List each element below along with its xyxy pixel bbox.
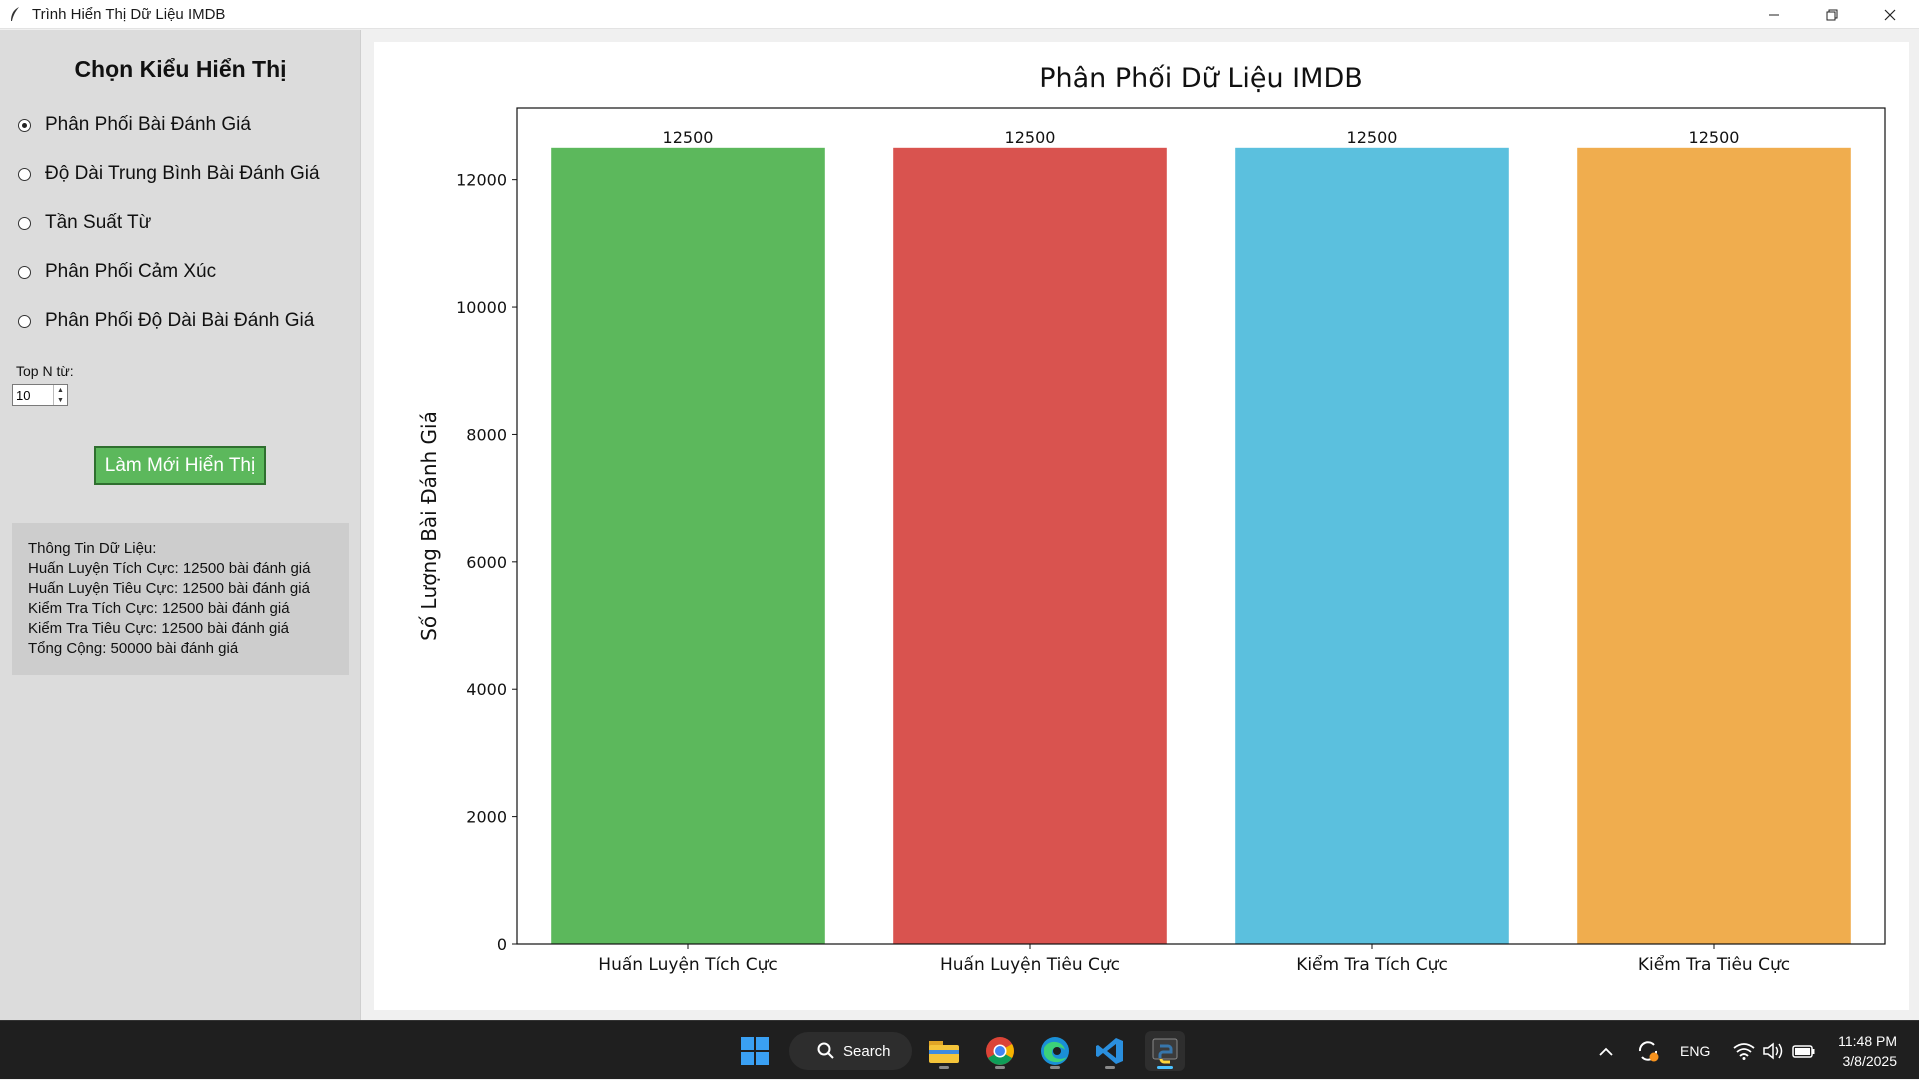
radio-label: Phân Phối Bài Đánh Giá	[45, 114, 251, 135]
spin-up-icon[interactable]: ▲	[57, 386, 64, 394]
radio-review-distribution[interactable]: Phân Phối Bài Đánh Giá	[18, 114, 251, 136]
radio-label: Phân Phối Cảm Xúc	[45, 261, 217, 282]
info-line: Kiểm Tra Tiêu Cực: 12500 bài đánh giá	[28, 620, 290, 637]
window-title: Trình Hiển Thị Dữ Liệu IMDB	[32, 5, 226, 23]
y-tick-label: 12000	[456, 171, 507, 190]
restore-icon	[1826, 9, 1838, 20]
info-heading: Thông Tin Dữ Liệu:	[28, 540, 157, 557]
radio-indicator[interactable]	[18, 118, 31, 132]
title-bar: Trình Hiển Thị Dữ Liệu IMDB	[0, 0, 1919, 29]
data-label: 12500	[663, 128, 714, 147]
feather-icon	[6, 5, 24, 23]
y-tick-label: 6000	[466, 553, 507, 572]
chart-title: Phân Phối Dữ Liệu IMDB	[1039, 63, 1363, 94]
chart-canvas: Phân Phối Dữ Liệu IMDB Số Lượng Bài Đánh …	[374, 42, 1909, 1010]
plot-frame	[516, 107, 1886, 945]
edge-icon	[1041, 1037, 1069, 1065]
edge-button[interactable]	[1035, 1031, 1075, 1071]
vscode-button[interactable]	[1090, 1031, 1130, 1071]
radio-indicator[interactable]	[18, 265, 31, 279]
y-tick-label: 10000	[456, 298, 507, 317]
info-line: Huấn Luyện Tích Cực: 12500 bài đánh giá	[28, 560, 311, 577]
data-label: 12500	[1005, 128, 1056, 147]
bar	[1235, 147, 1509, 945]
data-label: 12500	[1689, 128, 1740, 147]
radio-sentiment-distribution[interactable]: Phân Phối Cảm Xúc	[18, 261, 216, 283]
minimize-button[interactable]	[1745, 0, 1803, 29]
language-indicator[interactable]: ENG	[1680, 1042, 1711, 1059]
python-app-button[interactable]	[1145, 1031, 1185, 1071]
radio-label: Tần Suất Từ	[45, 212, 152, 233]
refresh-button[interactable]: Làm Mới Hiển Thị	[94, 446, 266, 485]
clock-date: 3/8/2025	[1842, 1053, 1898, 1069]
x-tick-label: Huấn Luyện Tích Cực	[598, 954, 777, 975]
clock-time: 11:48 PM	[1838, 1033, 1897, 1049]
file-explorer-button[interactable]	[924, 1031, 964, 1071]
data-label: 12500	[1347, 128, 1398, 147]
x-tick-label: Kiểm Tra Tích Cực	[1296, 954, 1448, 975]
info-line: Tổng Cộng: 50000 bài đánh giá	[28, 640, 239, 657]
close-button[interactable]	[1861, 0, 1919, 29]
radio-indicator[interactable]	[18, 167, 31, 181]
radio-word-frequency[interactable]: Tần Suất Từ	[18, 212, 151, 234]
radio-label: Phân Phối Độ Dài Bài Đánh Giá	[45, 310, 315, 331]
y-axis-label: Số Lượng Bài Đánh Giá	[417, 411, 441, 641]
panel-heading: Chọn Kiểu Hiển Thị	[74, 56, 287, 82]
sync-icon	[1638, 1040, 1659, 1061]
chrome-icon	[986, 1037, 1014, 1065]
control-panel: Chọn Kiểu Hiển Thị Phân Phối Bài Đánh Gi…	[0, 30, 361, 1020]
vscode-icon	[1096, 1038, 1123, 1064]
windows-icon	[741, 1037, 769, 1065]
minimize-icon	[1769, 14, 1779, 15]
radio-length-distribution[interactable]: Phân Phối Độ Dài Bài Đánh Giá	[18, 310, 314, 332]
radio-indicator[interactable]	[18, 314, 31, 328]
folder-icon	[929, 1041, 959, 1063]
y-tick-label: 0	[497, 935, 507, 954]
chevron-up-icon	[1599, 1047, 1613, 1056]
topn-input[interactable]	[13, 385, 53, 405]
start-button[interactable]	[735, 1031, 775, 1071]
info-line: Huấn Luyện Tiêu Cực: 12500 bài đánh giá	[28, 580, 310, 597]
show-hidden-icons[interactable]	[1598, 1021, 1614, 1080]
taskbar: Search	[0, 1020, 1919, 1079]
y-tick-label: 8000	[466, 425, 507, 444]
bar-chart: Phân Phối Dữ Liệu IMDB Số Lượng Bài Đánh …	[417, 63, 1886, 975]
restore-button[interactable]	[1803, 0, 1861, 29]
search-label: Search	[843, 1042, 891, 1060]
search-icon	[817, 1042, 834, 1059]
radio-label: Độ Dài Trung Bình Bài Đánh Giá	[45, 163, 320, 184]
x-tick-label: Kiểm Tra Tiêu Cực	[1638, 954, 1790, 975]
topn-label: Top N từ:	[16, 363, 74, 379]
close-icon	[1884, 9, 1896, 20]
wifi-icon	[1733, 1042, 1755, 1060]
taskbar-search[interactable]: Search	[789, 1032, 912, 1070]
bar	[1577, 147, 1851, 945]
battery-status[interactable]	[1792, 1021, 1816, 1080]
y-tick-label: 2000	[466, 808, 507, 827]
data-info-box: Thông Tin Dữ Liệu: Huấn Luyện Tích Cực: …	[12, 523, 349, 675]
radio-indicator[interactable]	[18, 216, 31, 230]
network-status[interactable]	[1733, 1021, 1755, 1080]
bar	[893, 147, 1167, 945]
x-tick-label: Huấn Luyện Tiêu Cực	[940, 954, 1120, 975]
y-tick-label: 4000	[466, 680, 507, 699]
speaker-icon	[1763, 1041, 1783, 1060]
chrome-button[interactable]	[980, 1031, 1020, 1071]
battery-icon	[1792, 1044, 1815, 1058]
python-icon	[1152, 1038, 1178, 1064]
radio-average-length[interactable]: Độ Dài Trung Bình Bài Đánh Giá	[18, 163, 320, 185]
bar	[551, 147, 825, 945]
spin-down-icon[interactable]: ▼	[57, 396, 64, 404]
clock[interactable]: 11:48 PM 3/8/2025	[1838, 1031, 1897, 1071]
sync-status[interactable]	[1636, 1021, 1660, 1080]
topn-spinbox[interactable]: ▲ ▼	[12, 384, 68, 406]
volume-control[interactable]	[1762, 1021, 1784, 1080]
info-line: Kiểm Tra Tích Cực: 12500 bài đánh giá	[28, 600, 290, 617]
